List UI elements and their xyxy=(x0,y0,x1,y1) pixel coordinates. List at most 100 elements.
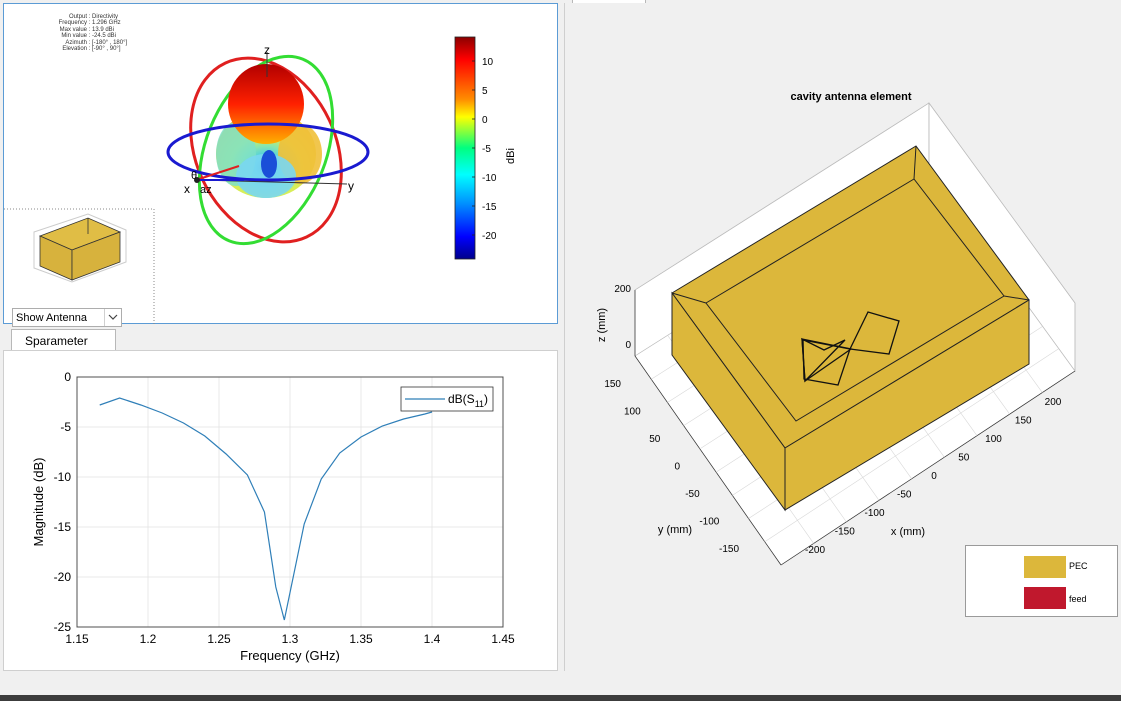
x-tick-label: 0 xyxy=(931,471,937,482)
x-axis-label: Frequency (GHz) xyxy=(240,648,340,663)
mini-antenna-icon xyxy=(33,213,127,283)
elevation-ring-green xyxy=(197,54,335,246)
pattern-info-value: 1.296 GHz xyxy=(92,20,121,27)
x-tick-label: -50 xyxy=(897,490,912,501)
bowtie-radiator xyxy=(801,311,900,386)
y-tick-label: -20 xyxy=(54,570,72,584)
azimuth-ring-blue xyxy=(166,122,370,182)
x-tick-label: 150 xyxy=(1015,416,1032,427)
pattern-info-value: Directivity xyxy=(92,14,119,20)
s11-line xyxy=(99,397,433,621)
pattern-info-key: Frequency : xyxy=(58,20,92,27)
colorbar-tick-label: 5 xyxy=(482,86,488,97)
pattern-info: Output : Directivity Frequency : 1.296 GH… xyxy=(10,14,128,52)
antenna-3d-plot[interactable]: cavity antenna element xyxy=(565,3,1121,671)
legend-swatch-pec xyxy=(1024,556,1066,578)
colorbar-tick-label: -20 xyxy=(482,231,497,242)
tab-sparameter[interactable]: Sparameter xyxy=(11,329,116,351)
pattern-info-line: Frequency : 1.296 GHz xyxy=(10,20,127,26)
legend-label-feed: feed xyxy=(1069,594,1087,604)
y-tick-label: 150 xyxy=(604,379,621,390)
gridline xyxy=(764,348,1059,543)
y-tick-label: -15 xyxy=(54,520,72,534)
legend-label: dB(S11) xyxy=(448,392,488,409)
sparameter-chart: 1.15 1.2 1.25 1.3 1.35 1.4 1.45 0 -5 -10 -15 -20 -25… xyxy=(31,370,515,663)
y-tick-label: -50 xyxy=(685,489,700,500)
y-axis-label: Magnitude (dB) xyxy=(31,458,46,547)
pattern-info-value: -24.5 dBi xyxy=(92,33,117,40)
antenna-inset-frame xyxy=(4,208,155,325)
axis-label-theta: θ xyxy=(191,170,197,182)
pattern-info-key: Max value : xyxy=(59,26,92,33)
x-tick-label: 1.15 xyxy=(65,632,89,646)
material-legend: PEC feed xyxy=(965,545,1118,617)
view-dropdown-value: Show Antenna xyxy=(16,312,87,324)
y-tick-label: -25 xyxy=(54,620,72,634)
x-tick-label: 100 xyxy=(985,434,1002,445)
taskbar-strip xyxy=(0,695,1121,701)
cavity-box xyxy=(671,145,1030,512)
axis-label-y: y xyxy=(348,179,354,193)
pattern-info-line: Azimuth : [-180° , 180°] xyxy=(10,40,127,46)
pattern-info-line: Min value : -24.5 dBi xyxy=(10,33,127,39)
y-tick-label: 0 xyxy=(674,462,680,473)
y-ticks: 150 100 50 0 -50 -100 -150 xyxy=(604,379,739,555)
pattern-info-key: Elevation : xyxy=(62,46,92,53)
y-tick-label: 0 xyxy=(64,370,71,384)
pattern-panel: Output : Directivity Frequency : 1.296 GH… xyxy=(3,3,559,327)
view-dropdown[interactable]: Show Antenna xyxy=(12,308,122,327)
y-tick-label: -5 xyxy=(60,420,71,434)
x-tick-label: 50 xyxy=(958,453,970,464)
x-ticks: -200 -150 -100 -50 0 50 100 150 200 xyxy=(805,397,1062,556)
colorbar-tick-label: -10 xyxy=(482,173,497,184)
sparameter-panel: 1.15 1.2 1.25 1.3 1.35 1.4 1.45 0 -5 -10 -15 -20 -25… xyxy=(3,350,558,671)
x-tick-label: 1.3 xyxy=(282,632,299,646)
x-tick-label: -200 xyxy=(805,545,825,556)
radiation-pattern xyxy=(216,64,322,198)
pattern-info-line: Max value : 13.9 dBi xyxy=(10,27,127,33)
colorbar-label: dBi xyxy=(505,148,517,164)
legend-swatch-feed xyxy=(1024,587,1066,609)
pattern-info-value: [-180° , 180°] xyxy=(92,39,128,46)
zlabel: z (mm) xyxy=(596,308,608,342)
y-tick-label: 50 xyxy=(649,434,661,445)
legend-label-pec: PEC xyxy=(1069,561,1088,571)
colorbar-tick-label: 0 xyxy=(482,115,488,126)
plot-frame xyxy=(76,376,504,628)
y-tick-label: 100 xyxy=(624,407,641,418)
y-tick-label: -150 xyxy=(719,544,739,555)
tab-sparameter-label: Sparameter xyxy=(25,334,88,348)
pattern-3d-plot[interactable]: z x y θ az 10 5 0 -5 -10 -15 -20 dBi xyxy=(4,4,559,325)
y-tick-label: -10 xyxy=(54,470,72,484)
antenna-title: cavity antenna element xyxy=(790,91,911,103)
xlabel: x (mm) xyxy=(891,526,925,538)
colorbar-ticks: 10 5 0 -5 -10 -15 -20 xyxy=(472,57,497,242)
x-tick-label: 1.2 xyxy=(140,632,157,646)
axis-label-z: z xyxy=(264,43,270,57)
tab-antenna-geometry[interactable] xyxy=(572,0,646,4)
chevron-down-icon[interactable] xyxy=(104,309,121,326)
pattern-info-value: [-90° , 90°] xyxy=(92,46,121,53)
tick-z-200: 200 xyxy=(614,284,631,295)
x-tick-label: -150 xyxy=(835,527,855,538)
x-tick-label: 200 xyxy=(1045,397,1062,408)
pattern-info-key: Azimuth : xyxy=(65,39,92,46)
colorbar-tick-label: 10 xyxy=(482,57,494,68)
pattern-info-line: Elevation : [-90° , 90°] xyxy=(10,46,127,52)
colorbar-tick-label: -5 xyxy=(482,144,491,155)
pattern-info-value: 13.9 dBi xyxy=(92,26,115,33)
x-tick-label: -100 xyxy=(864,508,884,519)
x-tick-label: 1.45 xyxy=(491,632,515,646)
x-tick-label: 1.25 xyxy=(207,632,231,646)
axis-label-az: az xyxy=(200,184,212,196)
pattern-info-key: Min value : xyxy=(61,33,92,40)
colorbar-tick-label: -15 xyxy=(482,202,497,213)
x-tick-label: 1.35 xyxy=(349,632,373,646)
y-tick-label: -100 xyxy=(699,517,719,528)
axis-label-x: x xyxy=(184,182,190,196)
tick-z-0: 0 xyxy=(625,340,631,351)
x-tick-label: 1.4 xyxy=(424,632,441,646)
pattern-info-key: Output : xyxy=(68,14,92,20)
pattern-info-line: Output : Directivity xyxy=(10,14,127,20)
antenna-geometry-panel: cavity antenna element xyxy=(564,3,1121,671)
